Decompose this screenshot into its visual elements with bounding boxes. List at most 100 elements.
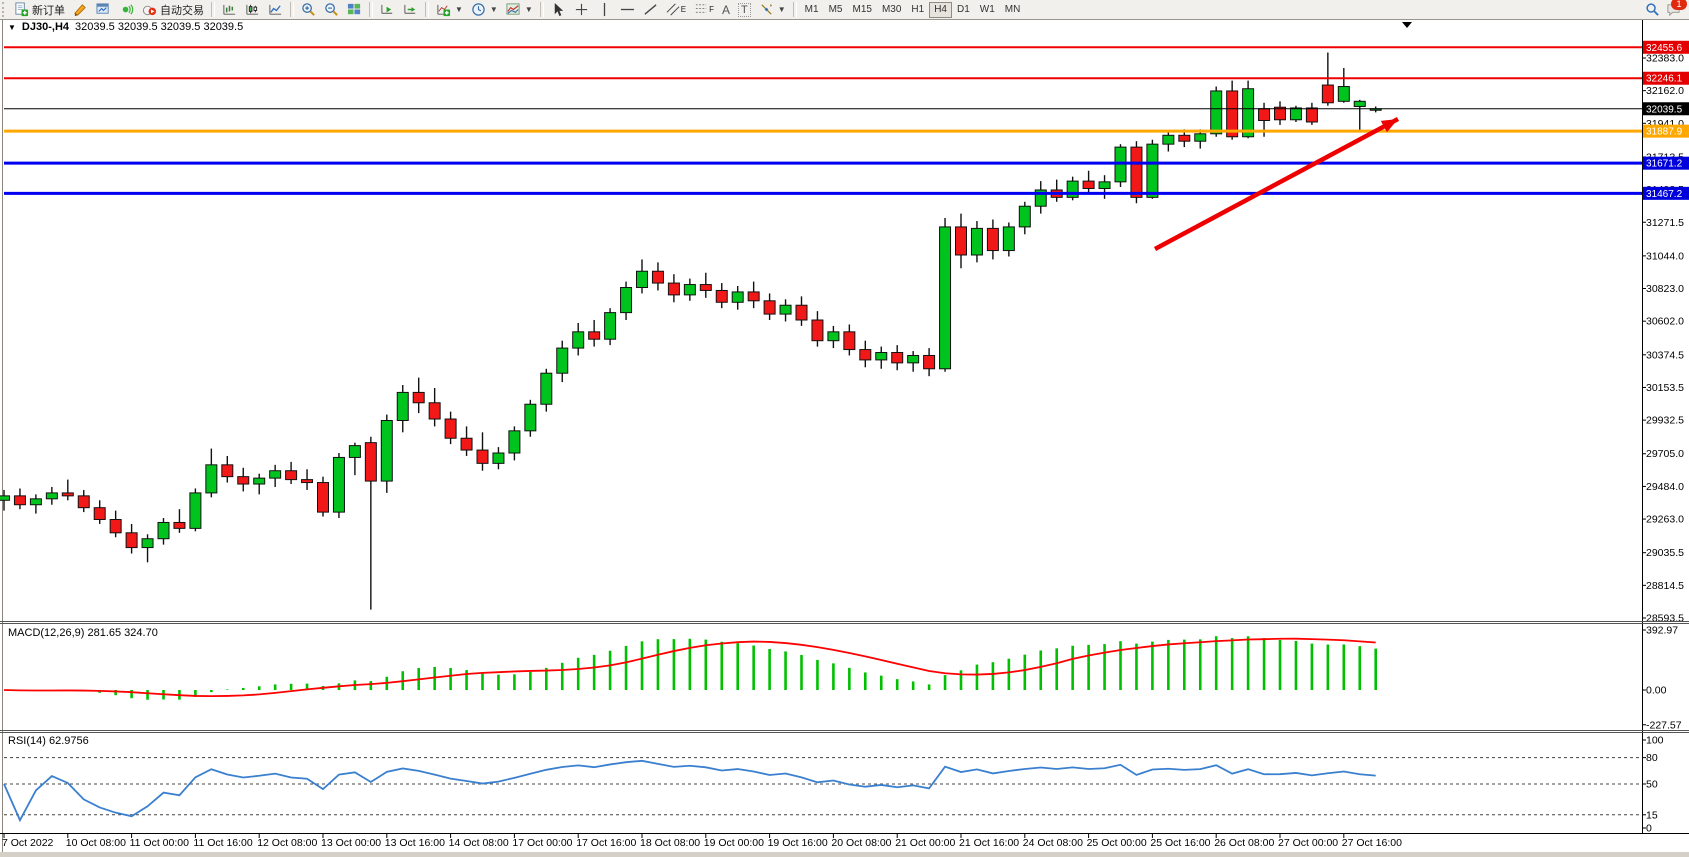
price-tick-label: 30153.5 xyxy=(1646,382,1684,394)
market-watch-button[interactable] xyxy=(92,1,115,18)
timeframe-button-d1[interactable]: D1 xyxy=(956,4,970,15)
toolbar-separator xyxy=(425,2,429,17)
vertical-line-icon xyxy=(603,2,605,17)
price-tick-label: 30602.0 xyxy=(1646,316,1684,328)
horizontal-line-icon xyxy=(620,8,634,11)
new-order-button[interactable]: 新订单 xyxy=(10,1,69,18)
auto-trading-button[interactable]: 自动交易 xyxy=(138,1,208,18)
rsi-tick-label: 100 xyxy=(1646,735,1664,747)
time-label: 12 Oct 08:00 xyxy=(257,837,317,849)
candle-down xyxy=(1226,90,1239,138)
candle-down xyxy=(221,464,234,478)
candle-up xyxy=(540,372,553,405)
trend-arrow-head[interactable] xyxy=(1380,119,1398,133)
candle-down xyxy=(317,482,329,513)
zoom-in-button[interactable] xyxy=(297,1,320,18)
new-order-icon xyxy=(15,2,29,17)
price-tick-label: 31271.5 xyxy=(1646,217,1684,229)
arrows-tool-button[interactable]: ▼ xyxy=(755,1,790,18)
horizontal-line-tool-button[interactable] xyxy=(616,1,639,18)
candle-down xyxy=(301,479,314,484)
timeframe-button-m5[interactable]: M5 xyxy=(828,4,843,15)
bottom-strip xyxy=(0,852,1689,857)
template-icon xyxy=(506,3,520,15)
templates-button[interactable]: ▼ xyxy=(502,1,537,18)
candle-down xyxy=(843,331,856,351)
cursor-tool-button[interactable] xyxy=(547,1,570,18)
timeframe-button-w1[interactable]: W1 xyxy=(979,4,995,15)
chart-ohlc-values: 32039.5 32039.5 32039.5 32039.5 xyxy=(75,21,244,33)
timeframe-button-m15[interactable]: M15 xyxy=(852,4,872,15)
price-tick-label: 29484.0 xyxy=(1646,481,1684,493)
periods-button[interactable]: ▼ xyxy=(467,1,502,18)
timeframe-button-m30[interactable]: M30 xyxy=(881,4,902,15)
auto-trading-label: 自动交易 xyxy=(160,4,204,17)
resistance-line-1-badge xyxy=(1643,40,1689,54)
auto-trading-icon xyxy=(142,5,157,16)
trendline-tool-button[interactable] xyxy=(639,1,662,18)
time-label: 21 Oct 16:00 xyxy=(959,837,1019,849)
time-label: 27 Oct 00:00 xyxy=(1278,837,1338,849)
fibonacci-tool-button[interactable]: F xyxy=(690,1,718,18)
search-icon[interactable] xyxy=(1645,2,1660,17)
auto-scroll-button[interactable] xyxy=(376,1,399,18)
candle-up xyxy=(1353,100,1366,107)
candle-up xyxy=(907,354,920,364)
indicators-button[interactable]: ▼ xyxy=(432,1,467,18)
candle-down xyxy=(667,282,680,296)
chart-shift-icon xyxy=(404,4,416,14)
timeframe-button-m1[interactable]: M1 xyxy=(804,4,819,15)
channel-letter: E xyxy=(680,5,687,14)
candle-down xyxy=(444,418,457,439)
toolbar-grip[interactable] xyxy=(2,2,8,17)
one-click-trading-arrow[interactable]: ▼ xyxy=(8,22,16,32)
price-tick-label: 28814.5 xyxy=(1646,580,1684,592)
text-tool-button[interactable]: A xyxy=(718,1,734,18)
crosshair-tool-button[interactable] xyxy=(570,1,593,18)
time-label: 24 Oct 08:00 xyxy=(1023,837,1083,849)
candle-down xyxy=(1321,84,1334,104)
time-label: 11 Oct 00:00 xyxy=(130,837,190,849)
styler-button[interactable] xyxy=(69,1,92,18)
candle-down xyxy=(125,532,138,549)
line-chart-button[interactable] xyxy=(264,1,287,18)
chart-shift-button[interactable] xyxy=(399,1,422,18)
chevron-down-icon: ▼ xyxy=(489,5,498,14)
candle-down xyxy=(955,226,967,256)
timeframe-button-h1[interactable]: H1 xyxy=(911,4,925,15)
candle-up xyxy=(1098,181,1111,189)
candle-down xyxy=(763,300,776,315)
arrows-icon xyxy=(761,3,772,15)
trend-arrow-line[interactable] xyxy=(1153,117,1400,251)
candle-up xyxy=(189,492,202,529)
toolbar-separator xyxy=(211,2,215,17)
chart-shift-marker[interactable] xyxy=(1402,22,1412,28)
text-label-tool-button[interactable]: T xyxy=(734,1,755,18)
candle-up xyxy=(1162,134,1175,145)
candlestick-chart-button[interactable] xyxy=(241,1,264,18)
notifications-button[interactable]: 1 xyxy=(1666,0,1687,17)
candle-down xyxy=(285,470,298,481)
vertical-line-tool-button[interactable] xyxy=(593,1,616,18)
candle-down xyxy=(412,391,425,404)
candle-down xyxy=(651,270,664,284)
price-tick-label: 28593.5 xyxy=(1646,612,1684,624)
rsi-tick-label: 50 xyxy=(1646,779,1658,791)
zoom-out-button[interactable] xyxy=(320,1,343,18)
bar-chart-button[interactable] xyxy=(218,1,241,18)
timeframe-button-mn[interactable]: MN xyxy=(1004,4,1021,15)
candle-up xyxy=(1066,180,1079,198)
equidistant-channel-tool-button[interactable]: E xyxy=(662,1,690,18)
current-price-line-badge xyxy=(1643,102,1689,116)
candle-up xyxy=(683,284,696,296)
candlestick-chart-icon xyxy=(246,4,259,15)
rsi-tick-label: 0 xyxy=(1646,823,1652,835)
candle-down xyxy=(811,319,824,342)
resistance-line-2-badge xyxy=(1643,71,1689,85)
timeframe-button-h4[interactable]: H4 xyxy=(929,1,952,18)
signals-button[interactable] xyxy=(115,1,138,18)
tile-windows-button[interactable] xyxy=(343,1,366,18)
cursor-icon xyxy=(554,2,563,17)
